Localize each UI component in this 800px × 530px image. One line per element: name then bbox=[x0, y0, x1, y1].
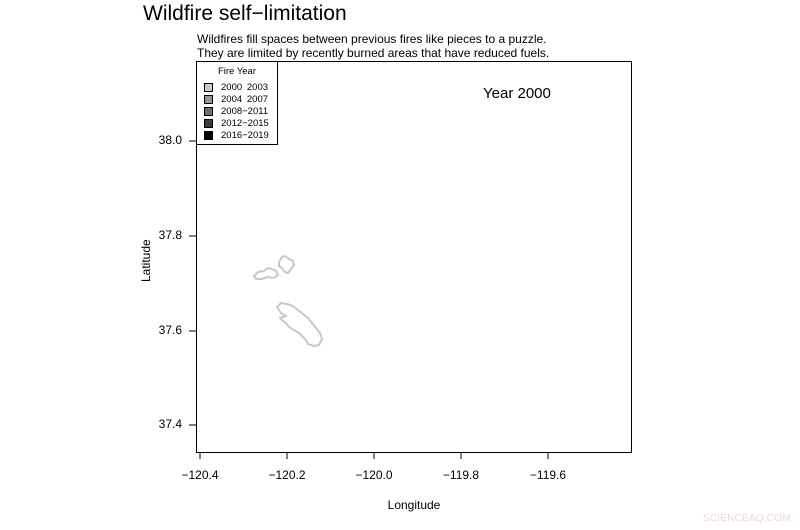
fire-perimeters bbox=[253, 255, 323, 347]
x-tick-label: −120.4 bbox=[181, 468, 219, 482]
legend-item: 2000 2003 bbox=[204, 81, 268, 93]
legend-swatch-icon bbox=[204, 94, 213, 104]
legend-label: 2000 2003 bbox=[221, 81, 269, 93]
x-tick-label: −120.2 bbox=[268, 468, 306, 482]
legend-label: 2016−2019 bbox=[221, 129, 269, 141]
year-annotation: Year 2000 bbox=[483, 85, 551, 102]
legend-item: 2008−2011 bbox=[204, 105, 268, 117]
watermark: SCIENCEAQ.COM bbox=[703, 513, 791, 524]
x-tick-label: −120.0 bbox=[355, 468, 393, 482]
legend-swatch-icon bbox=[204, 106, 213, 116]
x-axis-ticks bbox=[199, 452, 549, 459]
legend: Fire Year 2000 2003 2004 2007 2008−2011 … bbox=[196, 61, 278, 145]
legend-item: 2004 2007 bbox=[204, 93, 268, 105]
legend-title: Fire Year bbox=[217, 66, 257, 77]
plot-area bbox=[196, 61, 632, 453]
y-tick-label: 37.8 bbox=[158, 228, 182, 242]
fire-perimeter-southeast bbox=[276, 302, 323, 347]
y-axis-label: Latitude bbox=[139, 239, 153, 282]
x-tick-label: −119.6 bbox=[529, 468, 567, 482]
x-tick-label: −119.8 bbox=[442, 468, 480, 482]
fire-perimeter-north bbox=[278, 255, 295, 274]
y-tick-label: 38.0 bbox=[158, 133, 182, 147]
legend-label: 2004 2007 bbox=[221, 93, 269, 105]
legend-swatch-icon bbox=[204, 82, 213, 92]
legend-item: 2012−2015 bbox=[204, 117, 269, 129]
chart-subtitle-line-1: Wildfires fill spaces between previous f… bbox=[197, 32, 547, 46]
y-tick-label: 37.4 bbox=[158, 417, 182, 431]
legend-item: 2016−2019 bbox=[204, 129, 269, 141]
fire-perimeter-west bbox=[253, 267, 279, 280]
legend-swatch-icon bbox=[204, 118, 213, 128]
y-axis-ticks bbox=[189, 140, 196, 426]
legend-label: 2008−2011 bbox=[221, 105, 269, 117]
x-axis-label: Longitude bbox=[387, 498, 441, 512]
legend-label: 2012−2015 bbox=[221, 117, 269, 129]
legend-swatch-icon bbox=[204, 130, 213, 140]
chart-title: Wildfire self−limitation bbox=[143, 2, 347, 25]
y-tick-label: 37.6 bbox=[158, 323, 182, 337]
chart-subtitle-line-2: They are limited by recently burned area… bbox=[197, 46, 550, 60]
